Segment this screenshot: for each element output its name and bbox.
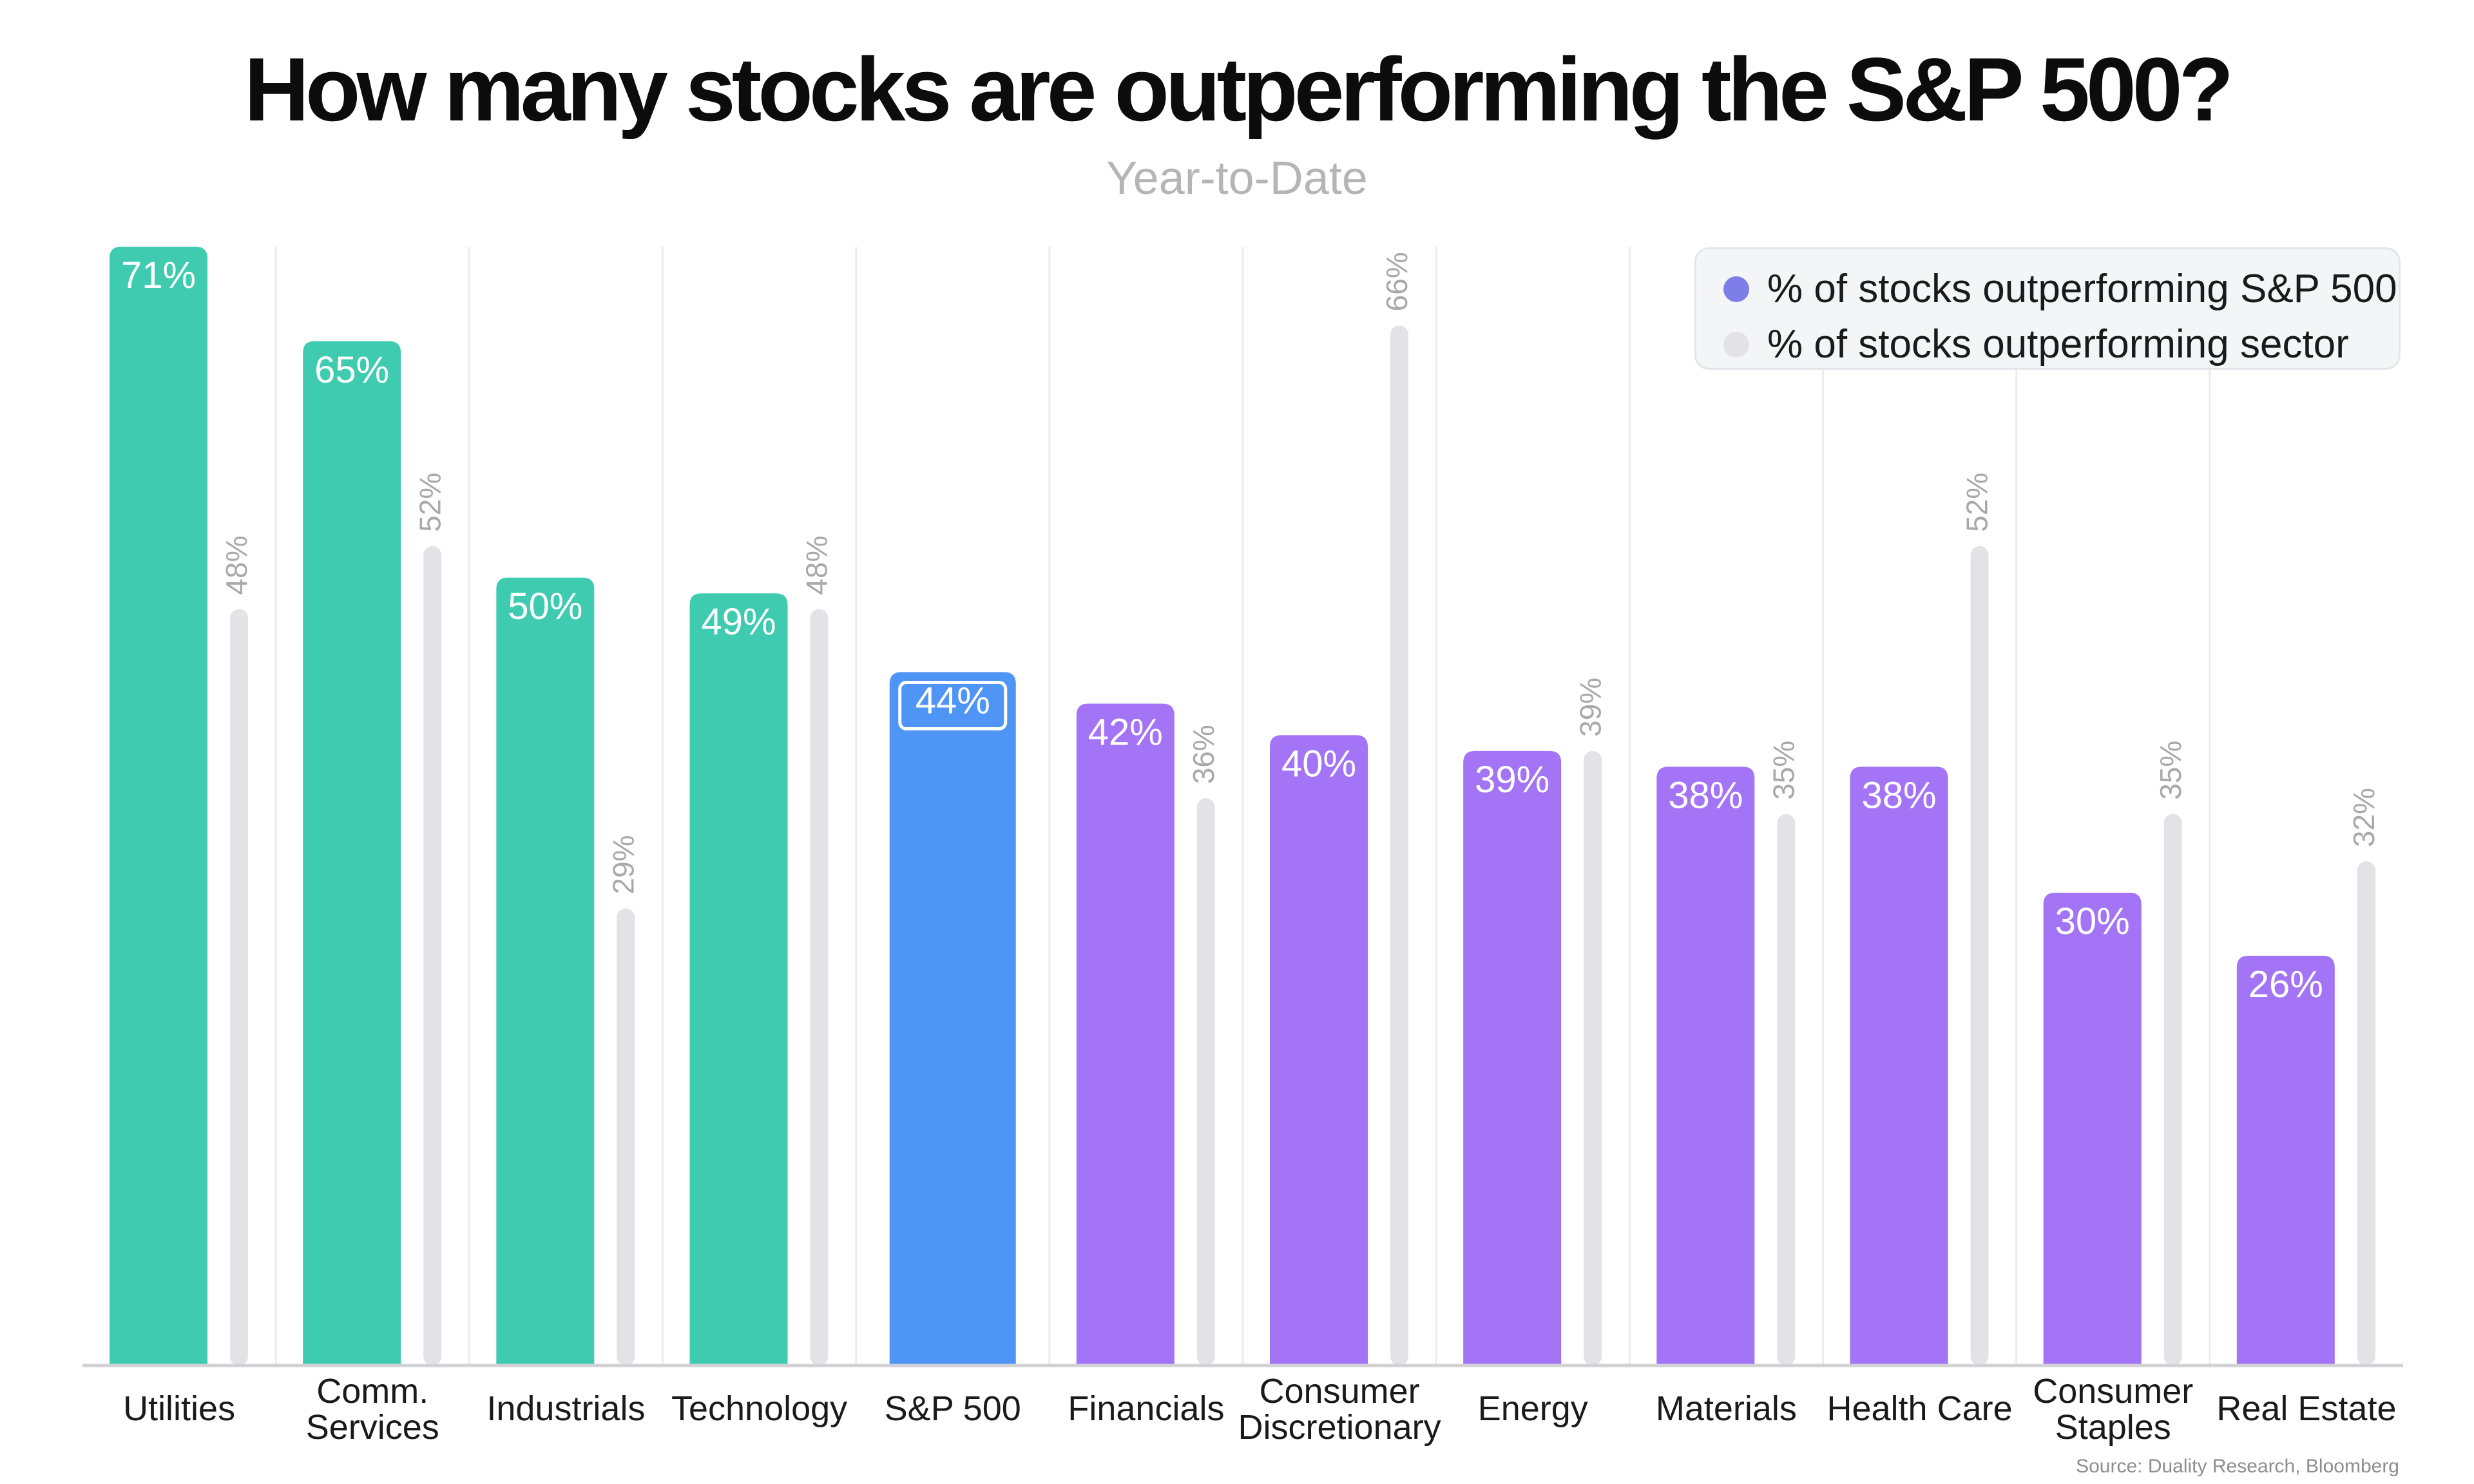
bar-secondary-label: 35% (1767, 741, 1800, 800)
bar-secondary-label: 36% (1187, 725, 1220, 784)
category-label: Utilities (123, 1389, 235, 1428)
bar-secondary-label: 39% (1573, 678, 1607, 737)
bar-secondary-label: 35% (2154, 741, 2187, 800)
bar-primary (2043, 893, 2142, 1365)
category-label: Real Estate (2216, 1389, 2396, 1428)
benchmark-label-box (898, 681, 1008, 731)
category-label: Technology (671, 1389, 847, 1428)
bar-secondary (1584, 750, 1602, 1365)
category-label: Consumer (1260, 1372, 1420, 1411)
category-label: Consumer (2033, 1372, 2193, 1411)
source-note: Source: Duality Research, Bloomberg (2076, 1456, 2399, 1477)
bar-primary-label: 30% (2055, 900, 2130, 942)
bar-secondary-label: 52% (413, 473, 446, 532)
category-label: Industrials (486, 1389, 645, 1428)
category-label: Comm. (316, 1372, 428, 1411)
legend: % of stocks outperforming S&P 500 % of s… (1694, 247, 2401, 370)
bar-secondary-label: 66% (1380, 252, 1414, 311)
bar-secondary-label: 48% (220, 536, 253, 595)
bar-primary (496, 577, 595, 1366)
legend-swatch-primary (1723, 276, 1749, 302)
chart-title: How many stocks are outperforming the S&… (244, 39, 2234, 140)
bar-secondary-label: 52% (1961, 473, 1994, 532)
bar-primary-label: 42% (1088, 711, 1163, 753)
category-label: Discretionary (1238, 1408, 1441, 1447)
bar-primary-label: 65% (314, 349, 389, 391)
legend-item-secondary: % of stocks outperforming sector (1723, 321, 2349, 367)
bar-primary-label: 39% (1475, 759, 1549, 801)
bar-primary-label: 50% (508, 585, 582, 627)
bar-primary-label: 71% (121, 254, 196, 296)
bar-primary-label: 26% (2249, 964, 2323, 1005)
bar-secondary (423, 546, 442, 1365)
legend-label-primary: % of stocks outperforming S&P 500 (1767, 267, 2397, 311)
bar-primary (1656, 766, 1755, 1365)
bar-secondary (1970, 546, 1989, 1365)
bar-primary-label: 40% (1281, 743, 1356, 785)
category-label: Financials (1068, 1389, 1224, 1428)
bar-primary (1850, 766, 1948, 1365)
bar-secondary (1390, 325, 1408, 1365)
category-label: Energy (1478, 1389, 1588, 1428)
bar-secondary-label: 32% (2347, 788, 2381, 847)
bar-primary (1270, 735, 1368, 1365)
bar-primary (1076, 703, 1175, 1365)
chart-subtitle: Year-to-Date (1106, 153, 1368, 204)
bar-secondary (1196, 798, 1215, 1365)
bar-primary-label: 44% (916, 680, 990, 722)
bar-secondary (2357, 861, 2375, 1365)
bar-secondary (2163, 813, 2182, 1365)
category-label: Services (306, 1408, 439, 1447)
category-label: S&P 500 (885, 1389, 1021, 1428)
category-label: Staples (2055, 1408, 2171, 1447)
bar-primary (689, 593, 788, 1365)
bar-secondary (617, 908, 635, 1365)
bar-primary-label: 38% (1668, 774, 1743, 816)
bar-secondary (1777, 813, 1796, 1365)
bar-primary (2236, 955, 2335, 1365)
bar-secondary (810, 609, 829, 1365)
category-label: Health Care (1827, 1389, 2013, 1428)
legend-item-primary: % of stocks outperforming S&P 500 (1723, 266, 2397, 312)
bar-secondary-label: 29% (606, 835, 640, 894)
bar-secondary (230, 609, 248, 1365)
bar-primary (303, 341, 401, 1365)
bar-primary-label: 49% (701, 601, 776, 643)
bar-primary (110, 247, 207, 1365)
bar-secondary-label: 48% (800, 536, 834, 595)
bar-primary (889, 672, 1016, 1365)
legend-label-secondary: % of stocks outperforming sector (1767, 322, 2349, 366)
legend-swatch-secondary (1723, 331, 1749, 357)
category-label: Materials (1656, 1389, 1797, 1428)
bar-primary-label: 38% (1861, 774, 1936, 816)
bar-primary (1463, 750, 1562, 1365)
